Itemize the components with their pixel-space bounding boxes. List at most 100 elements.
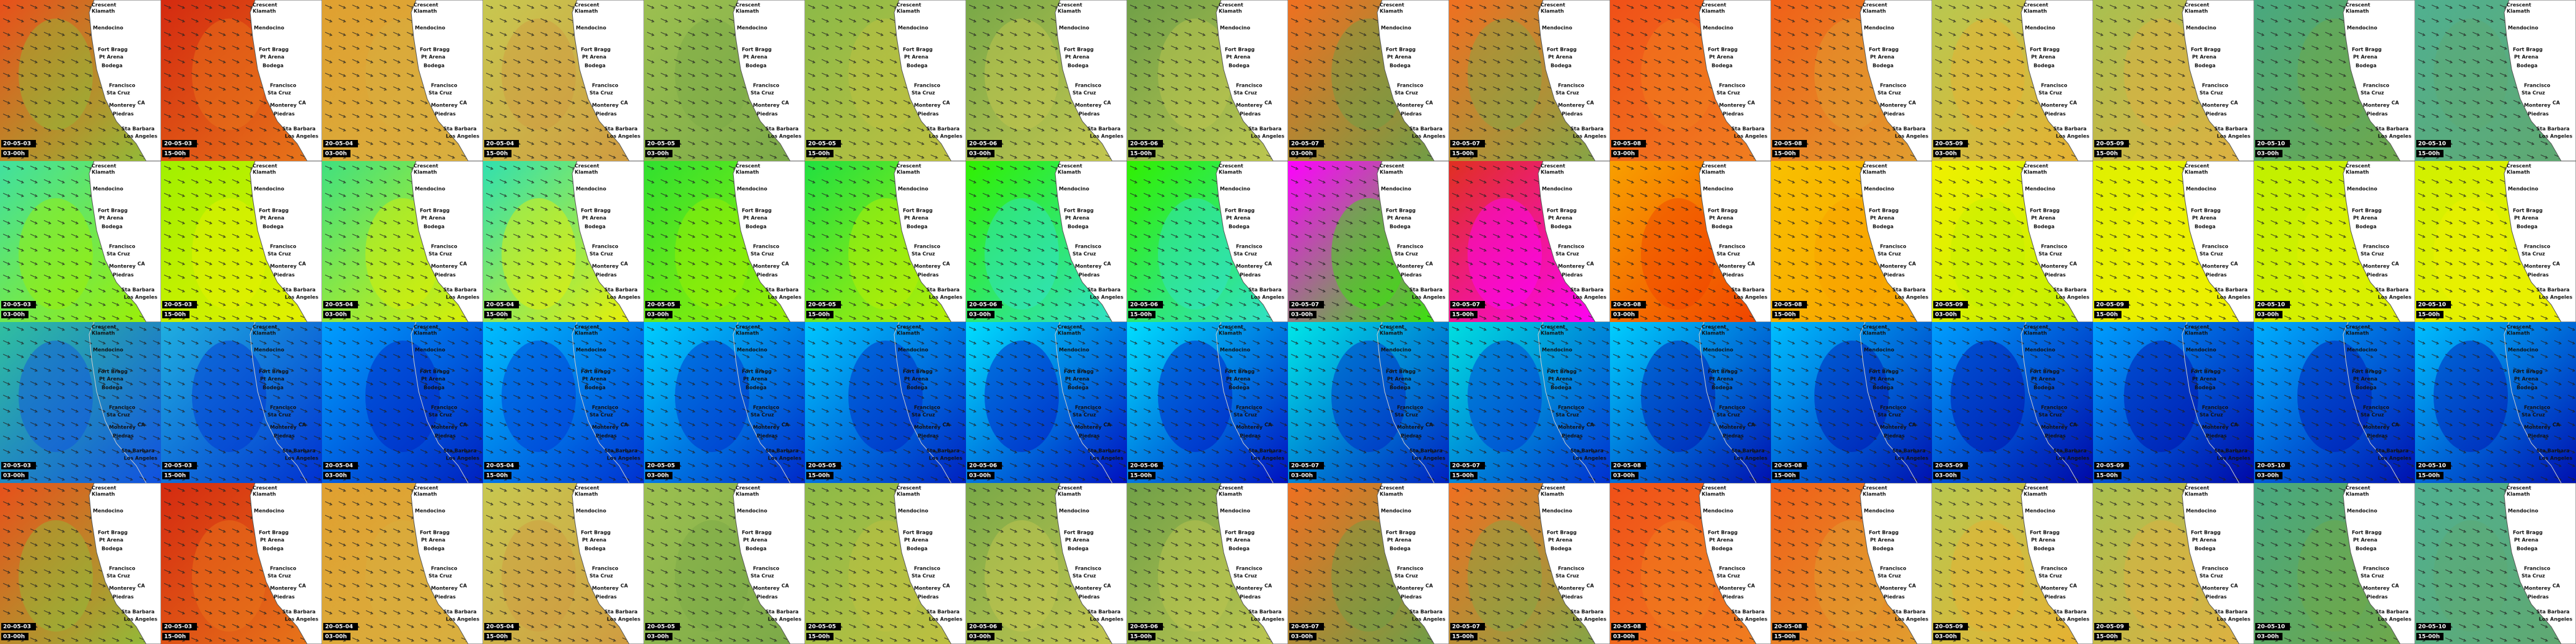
place-label: Mendocino xyxy=(2186,25,2216,31)
place-label: Los Angeles xyxy=(929,456,962,461)
place-label: Mendocino xyxy=(254,25,284,31)
place-label: Bodega xyxy=(1390,63,1411,69)
date-box xyxy=(484,623,519,630)
place-label: Mendocino xyxy=(2347,508,2377,514)
place-label: Bodega xyxy=(102,224,123,230)
place-label: Sta Cruz xyxy=(1395,573,1418,579)
place-label: Klamath xyxy=(897,331,920,336)
place-label: Crescent xyxy=(2024,163,2048,169)
place-label: Sta Barbara xyxy=(282,609,316,615)
place-label: Mendocino xyxy=(1864,508,1894,514)
place-label: Los Angeles xyxy=(285,134,318,139)
place-label: Francisco xyxy=(270,244,297,250)
date-label: 20-05-05 xyxy=(647,624,675,630)
place-label: Sta Cruz xyxy=(2361,573,2384,579)
place-label: Piedras xyxy=(757,111,778,117)
place-label: Bodega xyxy=(1068,546,1089,552)
date-label: 20-05-03 xyxy=(164,141,192,147)
place-label: Pt Arena xyxy=(2192,54,2216,60)
place-label: Los Angeles xyxy=(2056,295,2089,300)
place-label: CA xyxy=(781,261,790,267)
place-label: Klamath xyxy=(1863,170,1886,175)
time-label: 15-00h xyxy=(808,473,830,479)
place-label: CA xyxy=(137,261,146,267)
place-label: Klamath xyxy=(2185,492,2208,497)
place-label: CA xyxy=(2230,583,2239,589)
place-label: Sta Cruz xyxy=(107,90,130,96)
place-label: Los Angeles xyxy=(2378,617,2411,622)
place-label: CA xyxy=(1908,100,1917,106)
place-label: Monterey xyxy=(1880,264,1907,269)
date-box xyxy=(1933,301,1968,308)
date-box xyxy=(2255,462,2290,469)
place-label: Los Angeles xyxy=(1412,456,1445,461)
time-box xyxy=(484,633,511,640)
time-box xyxy=(1128,311,1155,318)
place-label: Fort Bragg xyxy=(1869,208,1899,214)
place-label: Sta Cruz xyxy=(1717,412,1740,418)
date-label: 20-05-10 xyxy=(2257,463,2285,469)
date-box xyxy=(162,462,197,469)
place-label: Mendocino xyxy=(415,508,445,514)
place-label: Bodega xyxy=(424,546,445,552)
place-label: Sta Cruz xyxy=(2039,412,2062,418)
place-label: Monterey xyxy=(2202,264,2229,269)
place-label: Bodega xyxy=(1712,385,1733,391)
place-label: Fort Bragg xyxy=(1386,369,1416,375)
land xyxy=(894,483,966,644)
place-label: Monterey xyxy=(2041,586,2068,591)
place-label: Los Angeles xyxy=(285,456,318,461)
date-box xyxy=(1450,140,1485,147)
time-box xyxy=(967,633,994,640)
place-label: Crescent xyxy=(575,163,599,169)
place-label: Monterey xyxy=(1719,264,1746,269)
place-label: Sta Barbara xyxy=(121,287,155,293)
date-box xyxy=(1450,301,1485,308)
place-label: Crescent xyxy=(1058,2,1082,8)
place-label: Monterey xyxy=(753,586,780,591)
place-label: Crescent xyxy=(575,324,599,330)
place-label: Sta Cruz xyxy=(751,251,774,257)
date-box xyxy=(967,140,1002,147)
place-label: Piedras xyxy=(274,594,295,600)
place-label: Sta Barbara xyxy=(1248,448,1282,454)
place-label: Sta Barbara xyxy=(2536,609,2570,615)
place-label: Piedras xyxy=(918,272,939,278)
time-box xyxy=(323,150,350,157)
date-label: 20-05-04 xyxy=(486,624,514,630)
place-label: Piedras xyxy=(113,111,134,117)
time-box xyxy=(1450,472,1477,479)
date-box xyxy=(484,140,519,147)
place-label: Fort Bragg xyxy=(581,530,611,536)
place-label: Piedras xyxy=(1884,272,1905,278)
place-label: Klamath xyxy=(2507,492,2530,497)
place-label: Sta Cruz xyxy=(1878,573,1901,579)
place-label: Los Angeles xyxy=(1573,295,1606,300)
place-label: CA xyxy=(137,100,146,106)
land xyxy=(572,0,644,161)
place-label: Pt Arena xyxy=(260,376,284,382)
time-label: 03-00h xyxy=(2257,634,2279,640)
place-label: Piedras xyxy=(1723,272,1744,278)
wind-arrows xyxy=(966,322,1127,483)
place-label: Crescent xyxy=(2346,2,2370,8)
place-label: Klamath xyxy=(1541,492,1564,497)
place-label: Fort Bragg xyxy=(1869,369,1899,375)
place-label: Pt Arena xyxy=(421,215,445,221)
place-label: Piedras xyxy=(1240,111,1261,117)
land xyxy=(2021,483,2093,644)
place-label: Sta Barbara xyxy=(443,448,477,454)
place-label: Francisco xyxy=(1719,405,1746,411)
date-label: 20-05-04 xyxy=(325,141,353,147)
place-label: Francisco xyxy=(1236,405,1263,411)
place-label: Monterey xyxy=(2202,586,2229,591)
time-box xyxy=(645,311,672,318)
place-label: Sta Cruz xyxy=(2361,251,2384,257)
date-label: 20-05-08 xyxy=(1613,624,1641,630)
place-label: Piedras xyxy=(113,433,134,439)
place-label: Bodega xyxy=(263,63,284,69)
